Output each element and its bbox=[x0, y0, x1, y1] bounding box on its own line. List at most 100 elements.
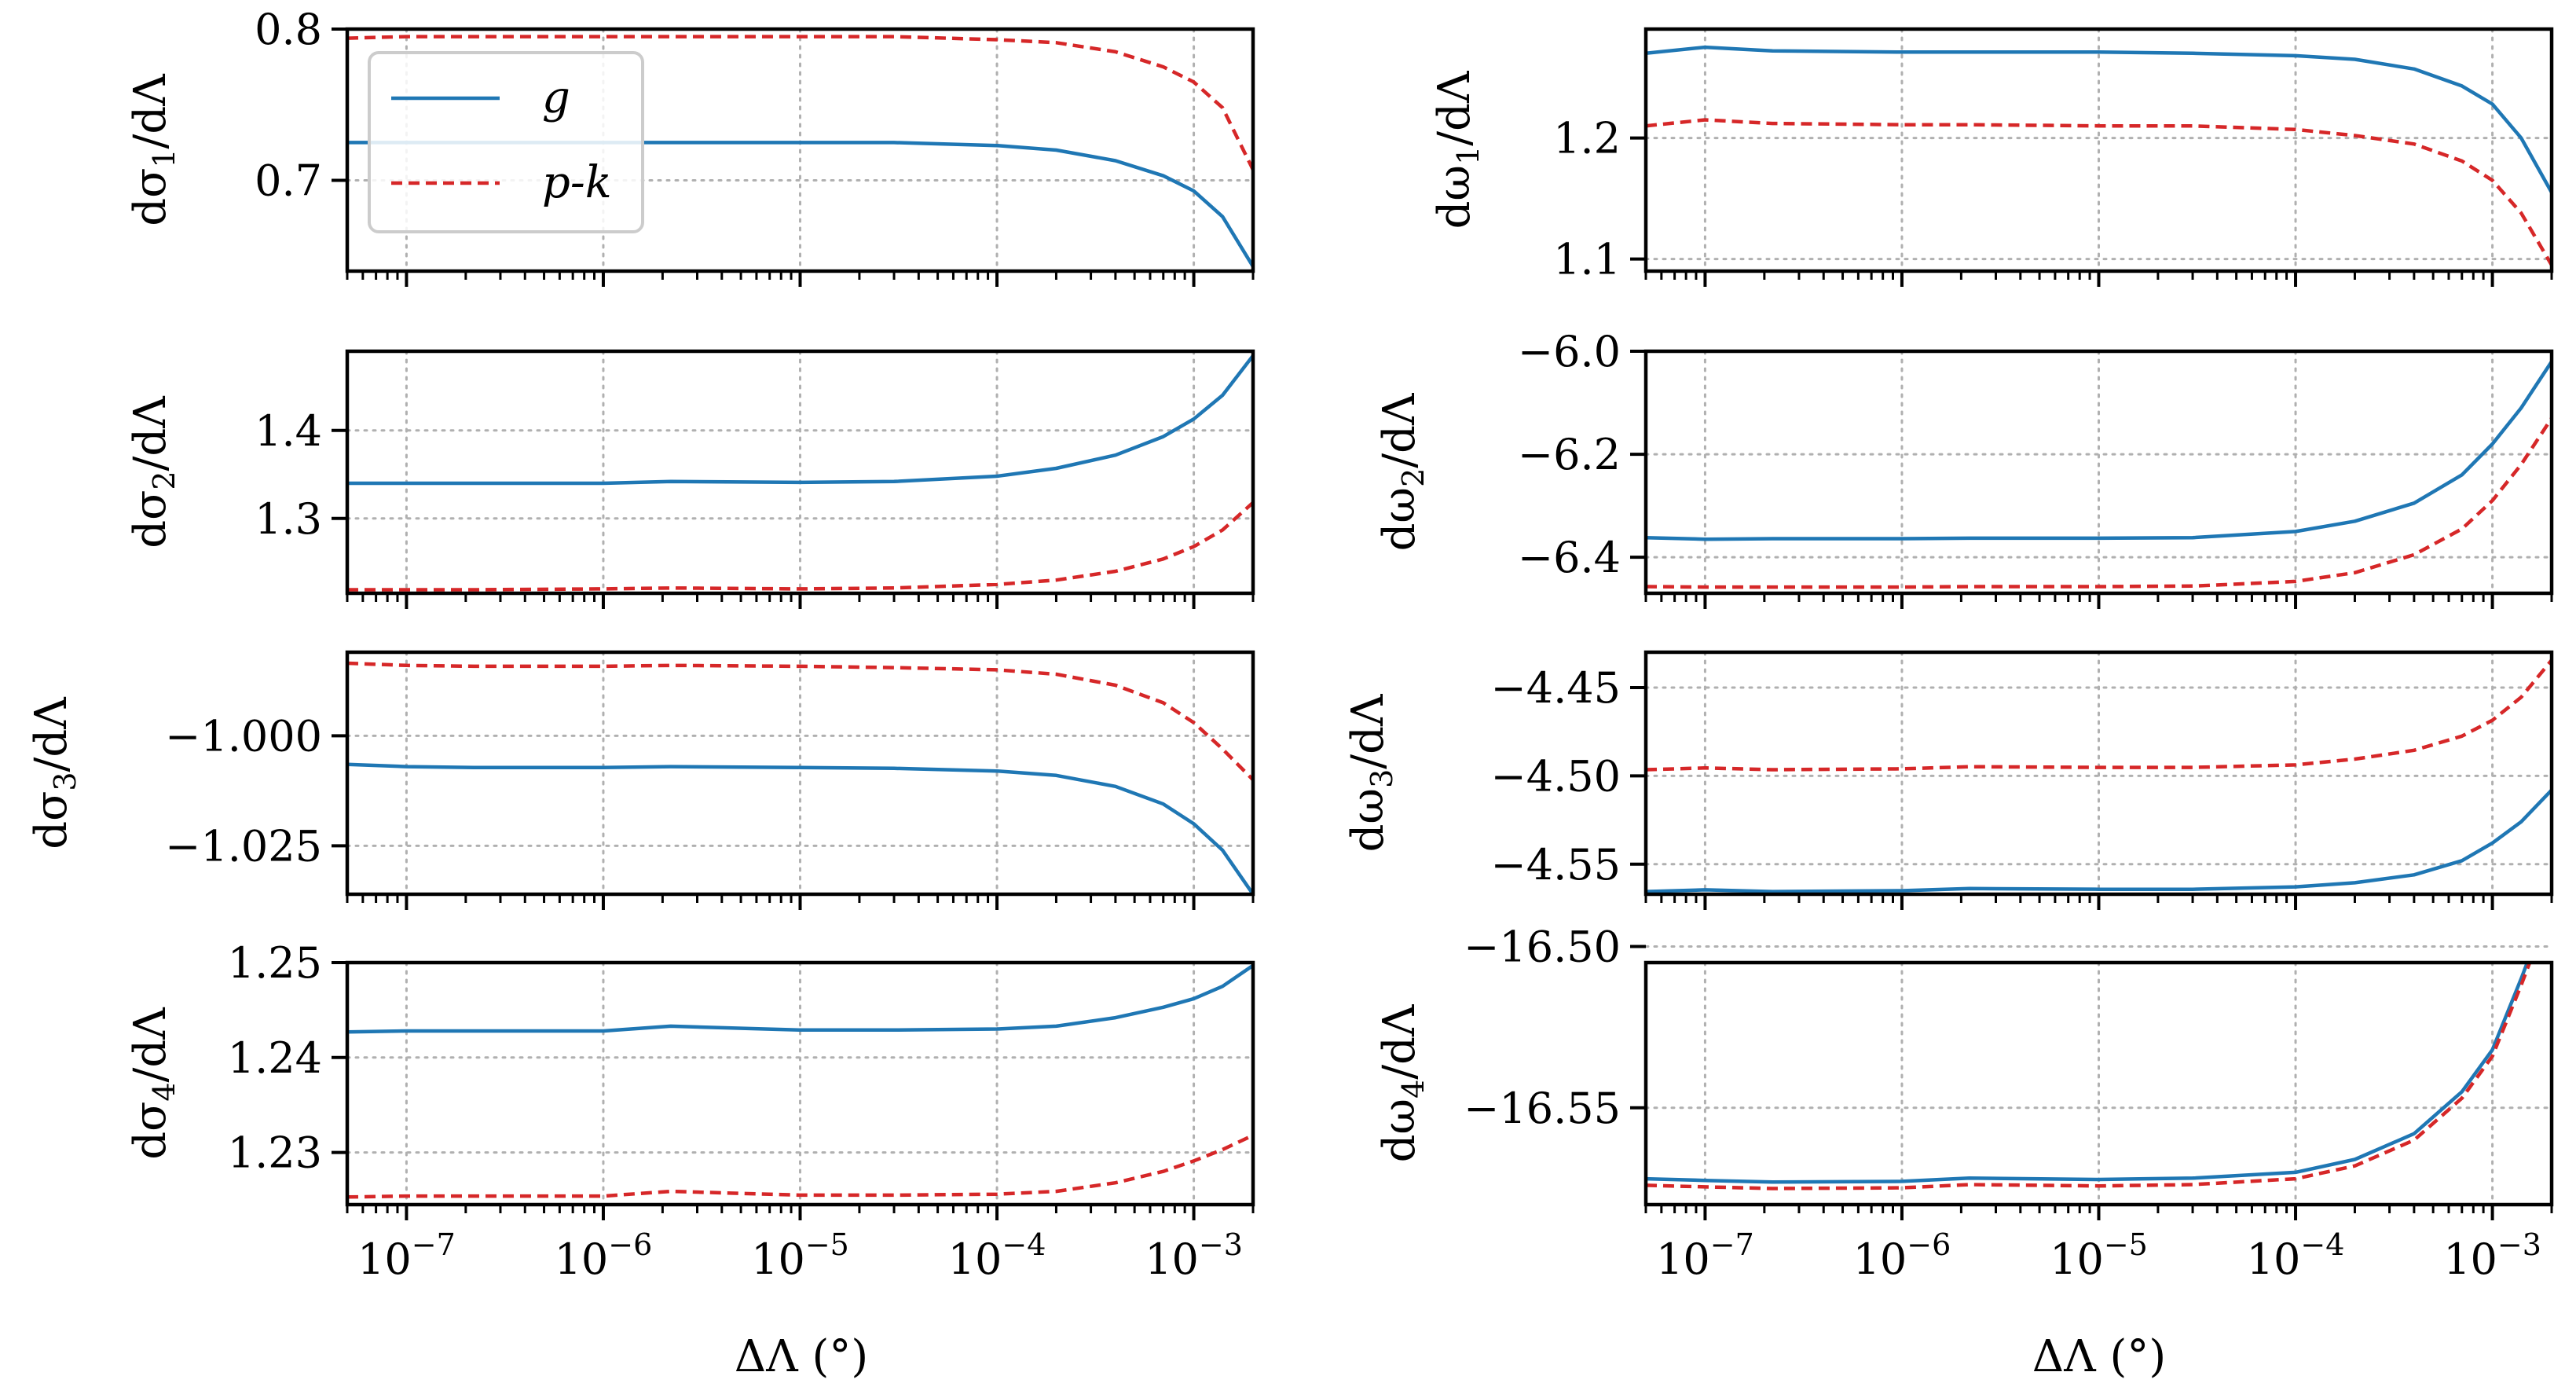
y-tick-label: −1.000 bbox=[165, 711, 322, 761]
x-tick-label-exp: −6 bbox=[608, 1227, 652, 1262]
xlabel-right: ΔΛ (°) bbox=[2032, 1331, 2166, 1382]
y-axis-label-base: dω bbox=[1374, 487, 1425, 552]
y-axis-label: dσ2/dΛ bbox=[125, 396, 181, 548]
y-tick-label: 1.2 bbox=[1553, 114, 1621, 163]
subplot-w1: 1.1 1.2 dω1/dΛ bbox=[1429, 27, 2554, 287]
y-axis-label-tail: /dΛ bbox=[125, 396, 176, 471]
series-line-pk bbox=[347, 501, 1253, 592]
y-axis-label: dω1/dΛ bbox=[1429, 71, 1486, 229]
series-line-g bbox=[1646, 45, 2552, 193]
y-axis-label-base: dσ bbox=[26, 791, 77, 849]
y-tick-label: −4.55 bbox=[1491, 840, 1621, 890]
x-tick-label: 10−6 bbox=[555, 1227, 653, 1284]
y-axis-label-base: dσ bbox=[125, 1102, 176, 1160]
x-tick-label-base: 10 bbox=[1853, 1234, 1907, 1284]
y-tick-label: −1.025 bbox=[165, 821, 322, 871]
y-axis-label: dω2/dΛ bbox=[1374, 393, 1431, 551]
x-tick-label-exp: −7 bbox=[1710, 1227, 1754, 1262]
y-tick-label: −4.50 bbox=[1491, 751, 1621, 801]
y-axis-label-tail: /dΛ bbox=[26, 697, 77, 772]
series-group bbox=[347, 354, 1253, 592]
x-tick-label-exp: −3 bbox=[1199, 1227, 1243, 1262]
y-tick-label: −6.2 bbox=[1518, 430, 1621, 479]
x-tick-label: 10−3 bbox=[1145, 1227, 1243, 1284]
y-axis-label: dω3/dΛ bbox=[1343, 694, 1399, 852]
series-group bbox=[1646, 658, 2552, 893]
x-tick-label: 10−3 bbox=[2443, 1227, 2541, 1284]
y-axis-label-sub: 1 bbox=[147, 149, 181, 167]
legend-label-pk: p-k bbox=[542, 157, 612, 208]
x-tick-label: 10−5 bbox=[2050, 1227, 2148, 1284]
legend-label-g: g bbox=[542, 72, 570, 123]
y-axis-label-sub: 3 bbox=[1365, 769, 1399, 788]
subplot-s3: −1.025 −1.000 dσ3/dΛ bbox=[26, 650, 1255, 910]
y-axis-label-tail: /dΛ bbox=[1429, 71, 1480, 146]
series-line-pk bbox=[1646, 416, 2552, 589]
series-line-pk bbox=[347, 1133, 1253, 1199]
y-axis-label: dσ3/dΛ bbox=[26, 697, 82, 849]
x-tick-label-base: 10 bbox=[2050, 1234, 2104, 1284]
y-tick-label: 0.7 bbox=[255, 156, 322, 206]
x-tick-label-base: 10 bbox=[948, 1234, 1002, 1284]
y-axis-label-sub: 2 bbox=[1396, 468, 1431, 487]
x-tick-label-exp: −6 bbox=[1907, 1227, 1951, 1262]
x-tick-label-exp: −4 bbox=[1002, 1227, 1046, 1262]
x-tick-label: 10−4 bbox=[948, 1227, 1046, 1284]
y-axis-label-tail: /dΛ bbox=[1374, 1004, 1425, 1080]
series-line-pk bbox=[347, 35, 1253, 171]
y-axis-label-base: dω bbox=[1429, 165, 1480, 229]
xlabel-left: ΔΛ (°) bbox=[735, 1331, 868, 1382]
y-axis-label: dω4/dΛ bbox=[1374, 1004, 1431, 1162]
y-axis-label-sub: 1 bbox=[1451, 146, 1486, 165]
x-tick-label-exp: −4 bbox=[2300, 1227, 2344, 1262]
y-tick-label: 1.24 bbox=[228, 1033, 322, 1083]
y-axis-label-sub: 4 bbox=[147, 1082, 181, 1101]
series-group bbox=[1646, 360, 2552, 589]
y-tick-label: 1.4 bbox=[255, 406, 322, 456]
x-tick-label: 10−7 bbox=[1656, 1227, 1754, 1284]
y-tick-label: 1.3 bbox=[255, 494, 322, 544]
series-group bbox=[347, 963, 1253, 1199]
x-tick-label: 10−7 bbox=[357, 1227, 456, 1284]
y-axis-label: dσ1/dΛ bbox=[125, 74, 181, 226]
series-line-g bbox=[347, 963, 1253, 1034]
subplot-s1: 0.7 0.8 dσ1/dΛ g p-k bbox=[125, 5, 1255, 287]
series-line-pk bbox=[347, 661, 1253, 781]
y-axis-label-base: dω bbox=[1374, 1099, 1425, 1163]
subplot-w3: −4.55 −4.50 −4.45 dω3/dΛ bbox=[1343, 650, 2554, 910]
y-tick-label: 0.8 bbox=[255, 5, 322, 54]
y-axis-label-base: dω bbox=[1343, 788, 1394, 853]
series-line-pk bbox=[1646, 118, 2552, 266]
y-axis-label-tail: /dΛ bbox=[125, 74, 176, 149]
x-tick-label-base: 10 bbox=[357, 1234, 412, 1284]
legend: g p-k bbox=[368, 51, 644, 233]
series-line-g bbox=[347, 354, 1253, 486]
y-axis-label-base: dσ bbox=[125, 490, 176, 548]
y-tick-label: −6.4 bbox=[1518, 533, 1621, 582]
y-axis-label-sub: 3 bbox=[48, 772, 82, 791]
x-tick-label-base: 10 bbox=[1656, 1234, 1710, 1284]
series-group bbox=[347, 661, 1253, 894]
x-tick-label-base: 10 bbox=[1145, 1234, 1199, 1284]
x-tick-label-exp: −3 bbox=[2497, 1227, 2541, 1262]
x-tick-label-exp: −5 bbox=[805, 1227, 849, 1262]
y-axis-label: dσ4/dΛ bbox=[125, 1007, 181, 1160]
series-line-g bbox=[1646, 963, 2530, 1184]
x-tick-label: 10−5 bbox=[751, 1227, 849, 1284]
y-tick-label: 1.1 bbox=[1553, 235, 1621, 284]
series-line-g bbox=[347, 762, 1253, 894]
subplot-s2: 1.3 1.4 dσ2/dΛ bbox=[125, 349, 1255, 609]
y-axis-label-tail: /dΛ bbox=[1343, 694, 1394, 769]
y-tick-label: −16.55 bbox=[1464, 1084, 1621, 1133]
y-axis-label-tail: /dΛ bbox=[125, 1007, 176, 1083]
subplot-w2: −6.4 −6.2 −6.0 dω2/dΛ bbox=[1374, 327, 2554, 609]
x-tick-label-base: 10 bbox=[751, 1234, 805, 1284]
y-axis-label-sub: 2 bbox=[147, 471, 181, 490]
y-axis-label-base: dσ bbox=[125, 168, 176, 226]
series-line-pk bbox=[1646, 963, 2532, 1190]
x-tick-label: 10−6 bbox=[1853, 1227, 1951, 1284]
series-line-pk bbox=[1646, 658, 2552, 772]
y-tick-label: 1.23 bbox=[228, 1128, 322, 1178]
